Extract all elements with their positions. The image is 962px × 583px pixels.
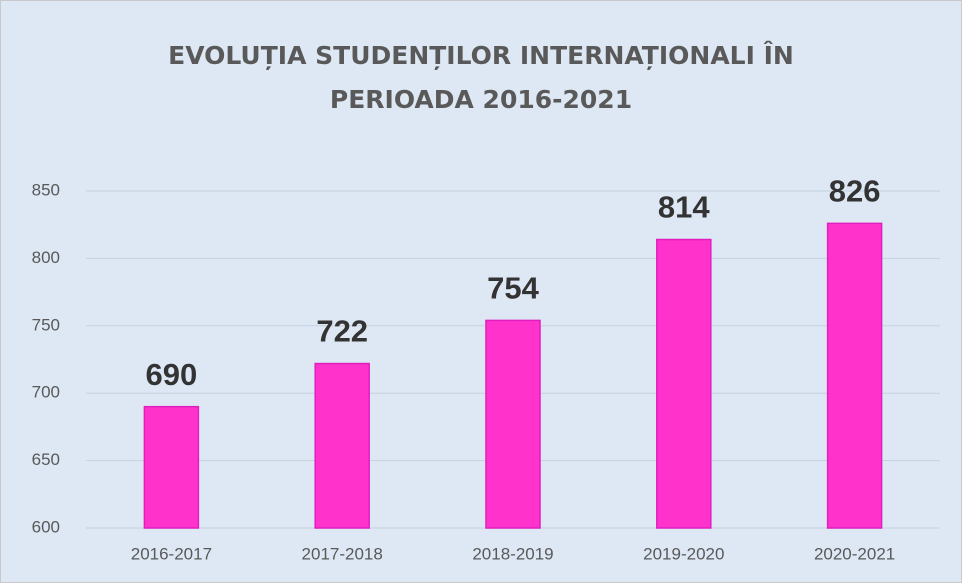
y-tick-label: 850 <box>32 180 60 199</box>
bar <box>826 222 883 529</box>
x-tick-label: 2016-2017 <box>131 544 212 563</box>
data-label: 814 <box>658 190 710 225</box>
bar <box>656 238 712 529</box>
y-tick-label: 600 <box>32 517 60 536</box>
y-tick-label: 750 <box>32 315 60 334</box>
y-tick-label: 650 <box>32 450 60 469</box>
data-label: 826 <box>829 174 881 209</box>
x-tick-label: 2020-2021 <box>814 544 895 563</box>
chart-title: EVOLUȚIA STUDENȚILOR INTERNAȚIONALI ÎN P… <box>168 41 794 114</box>
bar <box>485 319 541 529</box>
y-tick-label: 800 <box>32 248 60 267</box>
data-label: 754 <box>487 271 539 306</box>
y-tick-label: 700 <box>32 383 60 402</box>
x-tick-label: 2017-2018 <box>302 544 383 563</box>
bar <box>143 405 200 529</box>
bar <box>314 362 370 529</box>
data-label: 690 <box>146 357 198 392</box>
x-tick-label: 2019-2020 <box>643 544 724 563</box>
x-tick-label: 2018-2019 <box>472 544 553 563</box>
data-label: 722 <box>316 314 368 349</box>
